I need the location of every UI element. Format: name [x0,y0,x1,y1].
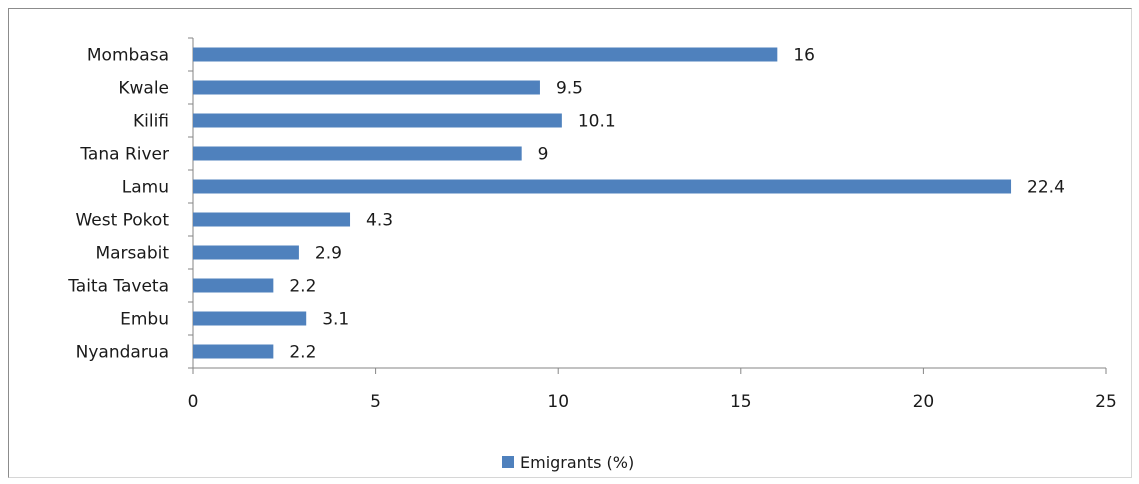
data-label: 9.5 [556,79,583,99]
data-label: 9 [538,145,549,165]
data-label: 16 [793,46,815,66]
data-label: 3.1 [322,310,349,330]
category-label: Nyandarua [76,343,169,363]
bar-lamu [193,179,1012,194]
category-label: Marsabit [95,244,169,264]
x-axis-ticks: 0 5 10 15 20 25 [188,368,1117,412]
bar-mombasa [193,47,778,62]
bar-embu [193,311,307,326]
category-label: Lamu [122,178,169,198]
category-labels: Mombasa Kwale Kilifi Tana River Lamu West Pok… [67,46,169,363]
category-label: West Pokot [75,211,169,231]
data-label: 22.4 [1027,178,1065,198]
bar-kwale [193,80,540,95]
x-tick-label: 0 [188,392,199,412]
bar-tana-river [193,146,522,161]
category-label: Mombasa [87,46,169,66]
bars [193,47,1012,359]
category-label: Embu [120,310,169,330]
legend: Emigrants (%) [502,453,634,472]
data-labels: 16 9.5 10.1 9 22.4 4.3 2.9 2.2 3.1 2.2 [289,46,1065,363]
data-label: 2.2 [289,277,316,297]
category-label: Taita Taveta [67,277,169,297]
category-label: Tana River [79,145,169,165]
legend-swatch [502,456,514,468]
data-label: 2.2 [289,343,316,363]
x-tick-label: 10 [547,392,569,412]
bar-kilifi [193,113,562,128]
data-label: 4.3 [366,211,393,231]
x-tick-label: 15 [730,392,752,412]
x-tick-label: 20 [913,392,935,412]
bar-west-pokot [193,212,351,227]
legend-label: Emigrants (%) [520,453,634,472]
category-label: Kwale [118,79,169,99]
bar-taita-taveta [193,278,274,293]
x-tick-label: 25 [1095,392,1117,412]
data-label: 10.1 [578,112,616,132]
bar-marsabit [193,245,299,260]
category-label: Kilifi [133,112,169,132]
data-label: 2.9 [315,244,342,264]
bar-nyandarua [193,344,274,359]
x-tick-label: 5 [370,392,381,412]
